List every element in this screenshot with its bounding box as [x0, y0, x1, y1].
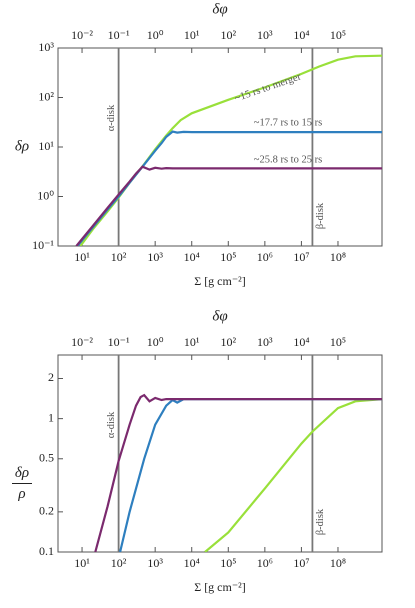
- x-axis-label: Σ [g cm⁻²]: [194, 580, 246, 594]
- data-line: [94, 393, 382, 552]
- x-tick-label: 10⁸: [330, 250, 346, 264]
- x2-tick-label: 10⁵: [330, 335, 346, 349]
- x-tick-label: 10²: [111, 250, 127, 264]
- x2-tick-label: 10²: [220, 335, 236, 349]
- data-line: [75, 165, 382, 246]
- y-tick-label: 0.2: [39, 504, 54, 518]
- x2-tick-label: 10⁻²: [71, 28, 93, 42]
- x2-axis-label: δφ: [212, 308, 227, 324]
- y-tick-label: 1: [48, 410, 54, 424]
- y-tick-label: 10²: [38, 89, 54, 103]
- x-tick-label: 10⁵: [220, 556, 236, 570]
- x2-tick-label: 10⁴: [293, 28, 309, 42]
- data-line: [204, 398, 382, 552]
- x2-tick-label: 10³: [257, 28, 273, 42]
- x-tick-label: 10¹: [74, 250, 90, 264]
- x2-tick-label: 10³: [257, 335, 273, 349]
- x-tick-label: 10⁸: [330, 556, 346, 570]
- x2-tick-label: 10²: [220, 28, 236, 42]
- v-line-label: β-disk: [315, 508, 326, 535]
- x-tick-label: 10⁷: [293, 556, 309, 570]
- plot-frame: [57, 47, 383, 247]
- y-axis-label-numerator: δρ: [15, 465, 29, 481]
- y-axis-label: δρ: [15, 138, 29, 154]
- y-tick-label: 0.1: [39, 544, 54, 558]
- x2-tick-label: 10⁴: [293, 335, 309, 349]
- x2-tick-label: 10⁰: [147, 28, 164, 42]
- x2-tick-label: 10⁵: [330, 28, 346, 42]
- x2-axis-label: δφ: [212, 1, 227, 17]
- x-tick-label: 10²: [111, 556, 127, 570]
- v-line-label: β-disk: [315, 202, 326, 229]
- y-tick-label: 0.5: [39, 451, 54, 465]
- x2-tick-label: 10⁻¹: [108, 28, 130, 42]
- data-line: [79, 54, 382, 246]
- y-tick-label: 10¹: [38, 139, 54, 153]
- x2-tick-label: 10¹: [184, 335, 200, 349]
- y-tick-label: 10⁻¹: [32, 238, 54, 252]
- x-tick-label: 10⁶: [257, 250, 273, 264]
- v-line-label: α-disk: [106, 104, 117, 131]
- data-line: [119, 398, 382, 552]
- x-tick-label: 10⁶: [257, 556, 273, 570]
- x-tick-label: 10³: [147, 556, 163, 570]
- x2-tick-label: 10⁻¹: [108, 335, 130, 349]
- x-tick-label: 10⁴: [184, 556, 200, 570]
- x2-tick-label: 10⁰: [147, 335, 164, 349]
- v-line-label: α-disk: [106, 411, 117, 438]
- y-tick-label: 2: [48, 370, 54, 384]
- y-tick-label: 10³: [38, 40, 54, 54]
- x-tick-label: 10⁵: [220, 250, 236, 264]
- annotation: ~25.8 rs to 25 rs: [254, 154, 322, 165]
- x-tick-label: 10¹: [74, 556, 90, 570]
- x-axis-label: Σ [g cm⁻²]: [194, 274, 246, 288]
- x-tick-label: 10³: [147, 250, 163, 264]
- annotation: ~15 rs to merger: [233, 71, 303, 104]
- x-tick-label: 10⁷: [293, 250, 309, 264]
- y-tick-label: 10⁰: [37, 188, 54, 202]
- y-axis-label-denominator: ρ: [17, 486, 25, 502]
- x2-tick-label: 10¹: [184, 28, 200, 42]
- annotation: ~17.7 rs to 15 rs: [254, 117, 322, 128]
- x2-tick-label: 10⁻²: [71, 335, 93, 349]
- plot-frame: [57, 354, 383, 553]
- x-tick-label: 10⁴: [184, 250, 200, 264]
